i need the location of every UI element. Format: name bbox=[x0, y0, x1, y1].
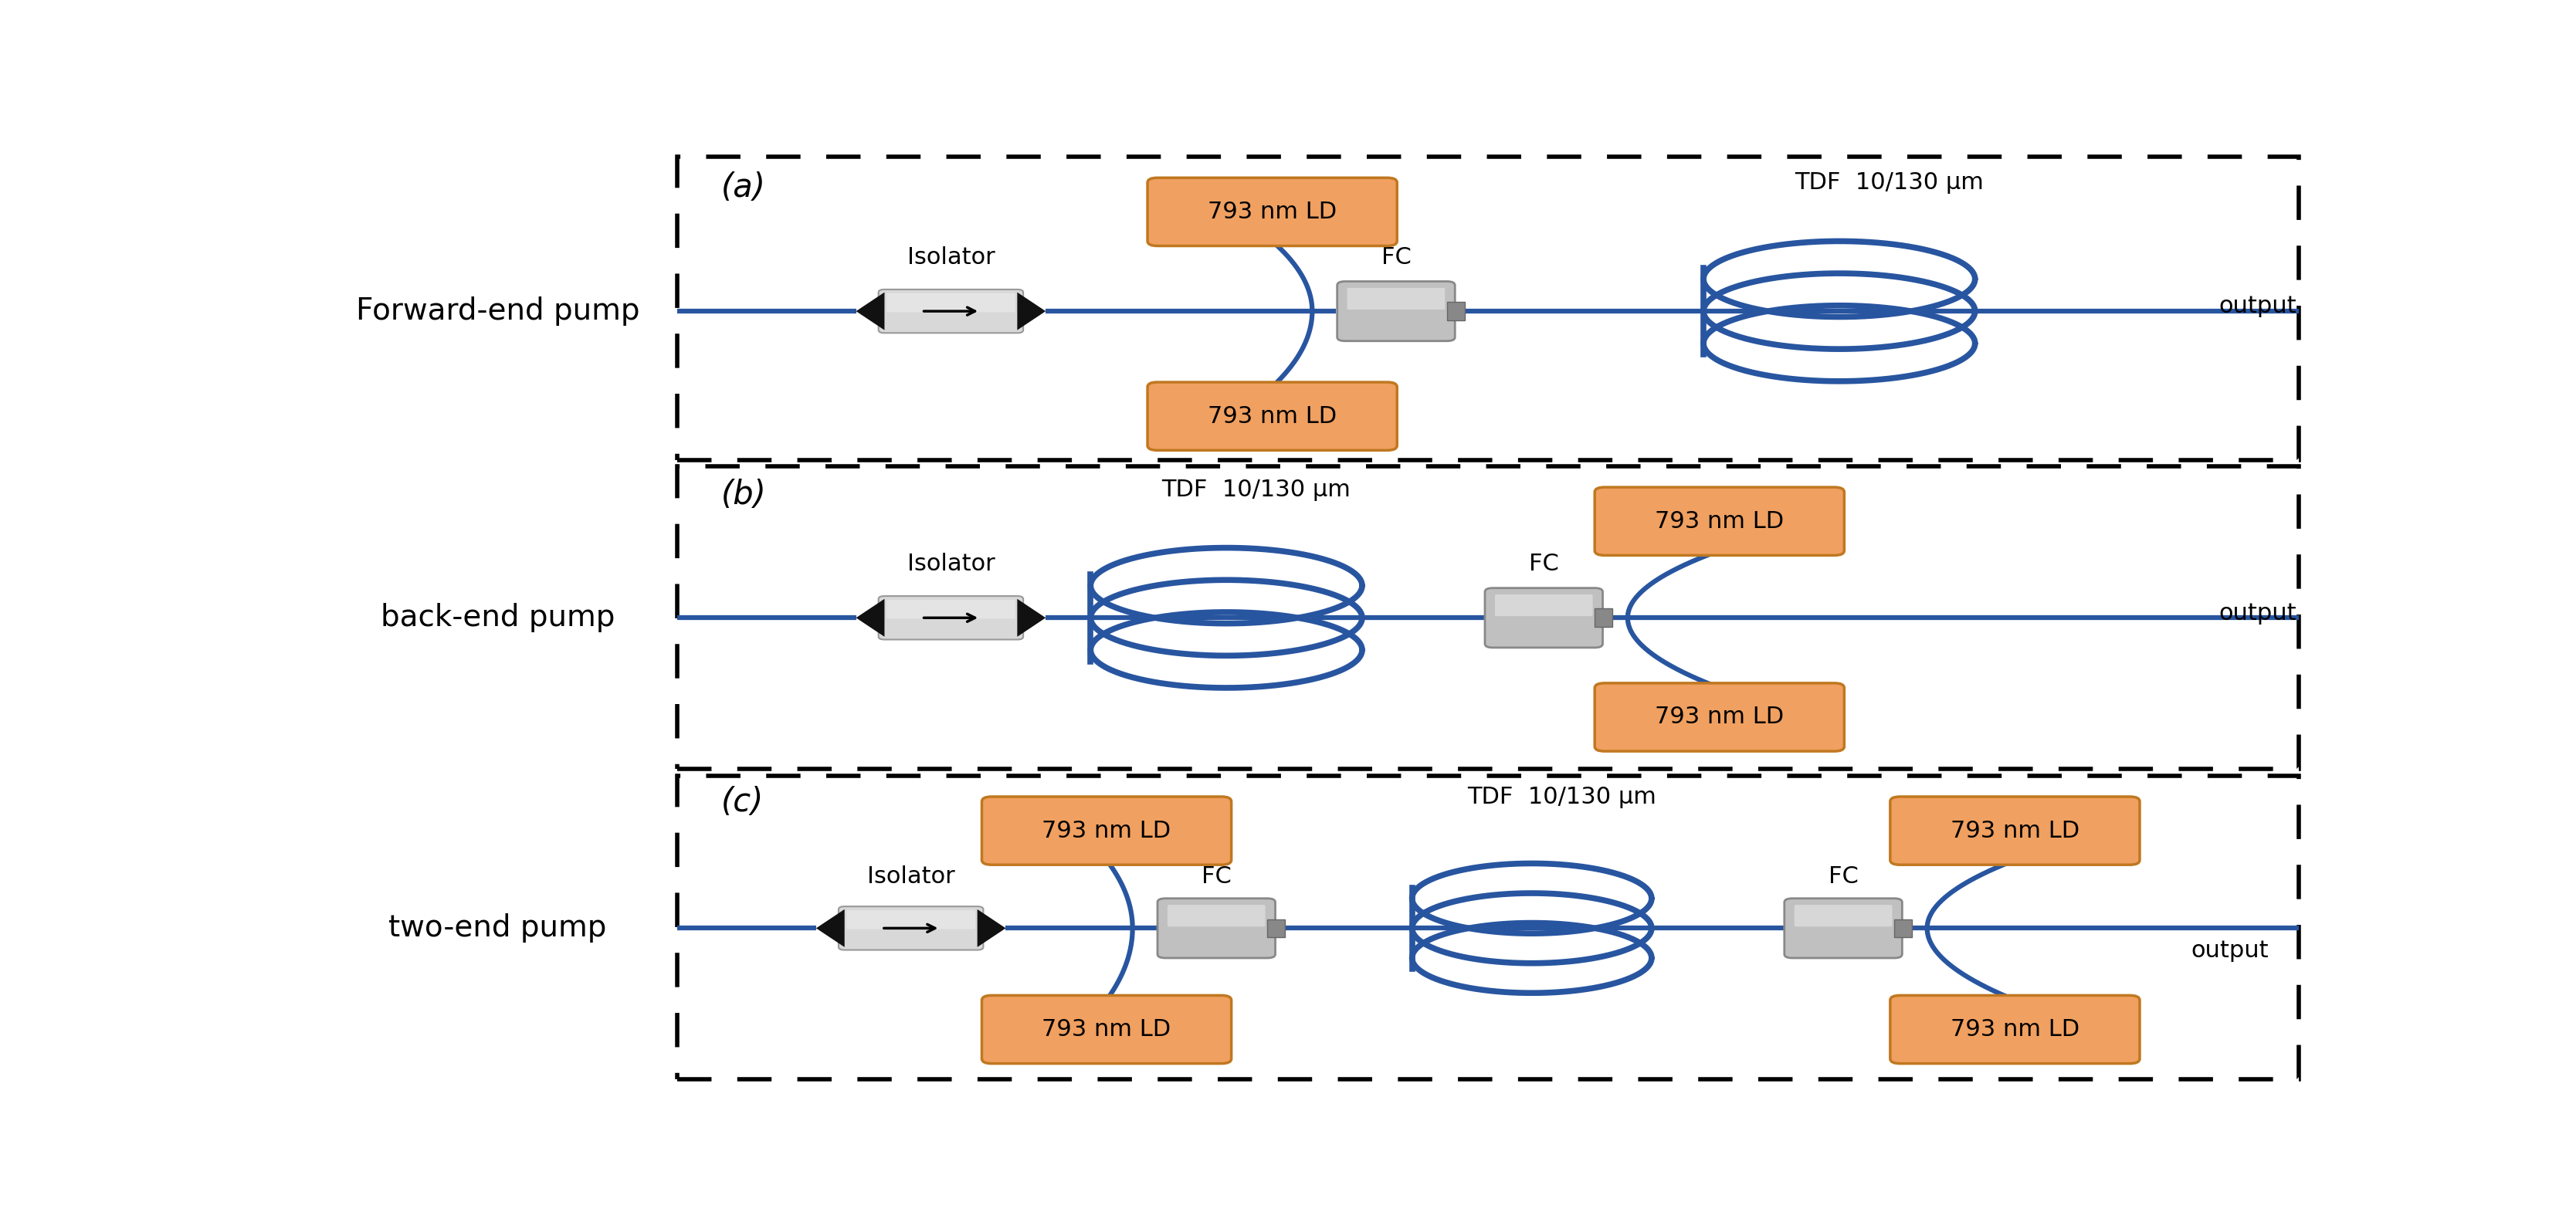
Text: FC: FC bbox=[1528, 553, 1558, 575]
Bar bbox=[677, 157, 2298, 460]
FancyBboxPatch shape bbox=[1484, 587, 1602, 648]
FancyBboxPatch shape bbox=[878, 289, 1023, 333]
Text: 793 nm LD: 793 nm LD bbox=[1208, 200, 1337, 222]
FancyBboxPatch shape bbox=[1146, 382, 1396, 450]
Text: 793 nm LD: 793 nm LD bbox=[1654, 510, 1785, 532]
Polygon shape bbox=[817, 909, 845, 948]
Polygon shape bbox=[1018, 599, 1046, 637]
FancyBboxPatch shape bbox=[981, 796, 1231, 865]
FancyBboxPatch shape bbox=[1494, 595, 1592, 616]
FancyBboxPatch shape bbox=[848, 911, 976, 929]
FancyBboxPatch shape bbox=[878, 596, 1023, 639]
Bar bbox=[1267, 919, 1285, 938]
Text: output: output bbox=[2218, 602, 2295, 624]
Text: Forward-end pump: Forward-end pump bbox=[355, 296, 639, 326]
FancyBboxPatch shape bbox=[1146, 178, 1396, 246]
Text: 793 nm LD: 793 nm LD bbox=[1043, 1019, 1172, 1041]
Text: 793 nm LD: 793 nm LD bbox=[1950, 1019, 2079, 1041]
FancyBboxPatch shape bbox=[1891, 796, 2141, 865]
Text: output: output bbox=[2190, 939, 2269, 962]
FancyBboxPatch shape bbox=[840, 907, 984, 950]
Polygon shape bbox=[1018, 293, 1046, 331]
FancyBboxPatch shape bbox=[886, 294, 1015, 312]
Text: 793 nm LD: 793 nm LD bbox=[1208, 406, 1337, 428]
Text: FC: FC bbox=[1829, 865, 1857, 887]
Bar bbox=[677, 775, 2298, 1079]
Text: 793 nm LD: 793 nm LD bbox=[1654, 705, 1785, 729]
Text: Isolator: Isolator bbox=[868, 865, 956, 887]
FancyBboxPatch shape bbox=[1891, 995, 2141, 1063]
Polygon shape bbox=[855, 599, 884, 637]
Text: (b): (b) bbox=[721, 478, 768, 511]
FancyBboxPatch shape bbox=[1795, 905, 1893, 927]
Text: FC: FC bbox=[1200, 865, 1231, 887]
Text: 793 nm LD: 793 nm LD bbox=[1950, 820, 2079, 842]
FancyBboxPatch shape bbox=[1595, 487, 1844, 556]
FancyBboxPatch shape bbox=[1785, 898, 1901, 959]
FancyBboxPatch shape bbox=[886, 600, 1015, 618]
Text: Isolator: Isolator bbox=[907, 553, 994, 575]
Text: (c): (c) bbox=[721, 787, 765, 819]
FancyBboxPatch shape bbox=[1157, 898, 1275, 959]
Text: TDF  10/130 μm: TDF 10/130 μm bbox=[1162, 478, 1350, 501]
Text: back-end pump: back-end pump bbox=[381, 603, 616, 633]
Text: Isolator: Isolator bbox=[907, 246, 994, 269]
Text: TDF  10/130 μm: TDF 10/130 μm bbox=[1795, 171, 1984, 193]
Polygon shape bbox=[976, 909, 1005, 948]
Text: 793 nm LD: 793 nm LD bbox=[1043, 820, 1172, 842]
Bar bbox=[677, 466, 2298, 769]
FancyBboxPatch shape bbox=[1595, 683, 1844, 751]
FancyBboxPatch shape bbox=[1167, 905, 1265, 927]
Bar bbox=[1595, 608, 1613, 627]
FancyBboxPatch shape bbox=[1347, 288, 1445, 310]
Text: (a): (a) bbox=[721, 171, 765, 204]
Text: two-end pump: two-end pump bbox=[389, 913, 608, 943]
Bar bbox=[1893, 919, 1911, 938]
FancyBboxPatch shape bbox=[1337, 281, 1455, 340]
FancyBboxPatch shape bbox=[981, 995, 1231, 1063]
Text: FC: FC bbox=[1381, 246, 1412, 269]
Bar bbox=[1448, 302, 1466, 321]
Text: TDF  10/130 μm: TDF 10/130 μm bbox=[1468, 787, 1656, 809]
Text: output: output bbox=[2218, 295, 2295, 317]
Polygon shape bbox=[855, 293, 884, 331]
